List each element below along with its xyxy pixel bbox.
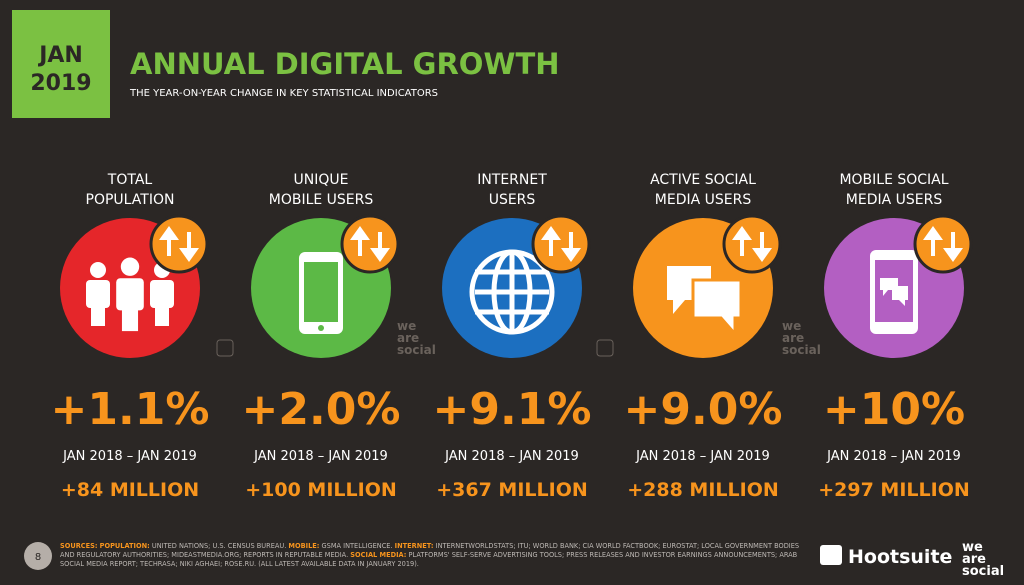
icon-part (892, 286, 908, 306)
change-badge (531, 214, 591, 274)
stat-card: INTERNET USERS +9.1% JAN 2018 – JAN 2019 +36… (433, 172, 592, 501)
card-label: POPULATION (86, 192, 175, 208)
card-label: MOBILE USERS (269, 192, 374, 208)
arrow-up (732, 226, 752, 256)
arrow-up (350, 226, 370, 256)
change-badge (722, 214, 782, 274)
arrow-up (923, 226, 943, 256)
sources-title: SOURCES: (60, 542, 98, 550)
card-label: MEDIA USERS (846, 192, 943, 208)
absolute-change: +297 MILLION (818, 479, 970, 501)
watermark: are (782, 331, 804, 345)
date-badge (12, 10, 110, 118)
badge-month: JAN (37, 43, 83, 68)
stat-card: UNIQUE MOBILE USERS +2.0% JAN 2018 – JAN 20… (242, 172, 401, 501)
source-label: POPULATION: (99, 542, 150, 550)
icon-part (91, 304, 105, 326)
watermark: social (397, 343, 436, 357)
stat-card: ACTIVE SOCIAL MEDIA USERS +9.0% JAN 2018 – … (624, 172, 783, 501)
icon-part (880, 278, 898, 296)
period: JAN 2018 – JAN 2019 (635, 449, 770, 464)
absolute-change: +288 MILLION (627, 479, 779, 501)
change-badge (149, 214, 209, 274)
source-text: PLATFORMS' SELF-SERVE ADVERTISING TOOLS;… (60, 551, 798, 568)
owl-logo (820, 545, 842, 565)
source-text: GSMA INTELLIGENCE. (321, 542, 393, 550)
card-label: UNIQUE (294, 172, 349, 188)
absolute-change: +367 MILLION (436, 479, 588, 501)
title: ANNUAL DIGITAL GROWTH (130, 47, 560, 81)
icon-part (86, 280, 110, 308)
change-badge (913, 214, 973, 274)
period: JAN 2018 – JAN 2019 (444, 449, 579, 464)
change-badge (340, 214, 400, 274)
absolute-change: +84 MILLION (61, 479, 199, 501)
change-value: +1.1% (51, 384, 210, 435)
source-label: SOCIAL MEDIA: (350, 551, 407, 559)
arrow-down (943, 232, 963, 262)
watermark: we (782, 319, 801, 333)
icon-part (667, 266, 711, 314)
card-label: TOTAL (107, 172, 153, 188)
owl-watermark (216, 339, 234, 357)
period: JAN 2018 – JAN 2019 (253, 449, 388, 464)
card-label: ACTIVE SOCIAL (650, 172, 756, 188)
icon-part (691, 278, 743, 338)
logo-line: are (962, 552, 986, 567)
card-label: MOBILE SOCIAL (839, 172, 948, 188)
icon-part (120, 257, 140, 276)
icon-part (121, 305, 139, 332)
stat-card: MOBILE SOCIAL MEDIA USERS +10% JAN 2018 – J… (818, 172, 973, 501)
icon-part (90, 262, 106, 278)
page-number-badge (24, 542, 52, 570)
source-label: MOBILE: (288, 542, 320, 550)
page-number: 8 (35, 552, 41, 563)
period: JAN 2018 – JAN 2019 (826, 449, 961, 464)
arrow-down (370, 232, 390, 262)
source-text: INTERNETWORLDSTATS; ITU; WORLD BANK; CIA… (60, 542, 800, 559)
sources: SOURCES: POPULATION: UNITED NATIONS; U.S… (60, 542, 800, 569)
arrow-up (159, 226, 179, 256)
source-label: INTERNET: (394, 542, 434, 550)
change-value: +2.0% (242, 384, 401, 435)
card-label: MEDIA USERS (655, 192, 752, 208)
card-label: USERS (489, 192, 536, 208)
change-value: +9.1% (433, 384, 592, 435)
logo-line: social (962, 564, 1004, 579)
arrow-down (752, 232, 772, 262)
watermark: social (782, 343, 821, 357)
arrow-up (541, 226, 561, 256)
subtitle: THE YEAR-ON-YEAR CHANGE IN KEY STATISTIC… (129, 88, 438, 99)
icon-part (150, 280, 174, 308)
logo-line: we (962, 540, 983, 555)
card-label: INTERNET (477, 172, 547, 188)
stat-card: TOTAL POPULATION +1.1% JAN 2018 – JAN 2019 +… (51, 172, 210, 501)
badge-year: 2019 (30, 71, 91, 96)
brand: Hootsuite (848, 546, 952, 568)
period: JAN 2018 – JAN 2019 (62, 449, 197, 464)
change-value: +10% (823, 384, 965, 435)
icon-part (155, 304, 169, 326)
absolute-change: +100 MILLION (245, 479, 397, 501)
arrow-down (179, 232, 199, 262)
icon-part (318, 325, 324, 331)
change-value: +9.0% (624, 384, 783, 435)
watermark: are (397, 331, 419, 345)
icon-part (116, 278, 144, 311)
source-text: UNITED NATIONS; U.S. CENSUS BUREAU. (151, 542, 287, 550)
watermark: we (397, 319, 416, 333)
icon-part (304, 262, 338, 322)
owl-watermark (596, 339, 614, 357)
arrow-down (561, 232, 581, 262)
